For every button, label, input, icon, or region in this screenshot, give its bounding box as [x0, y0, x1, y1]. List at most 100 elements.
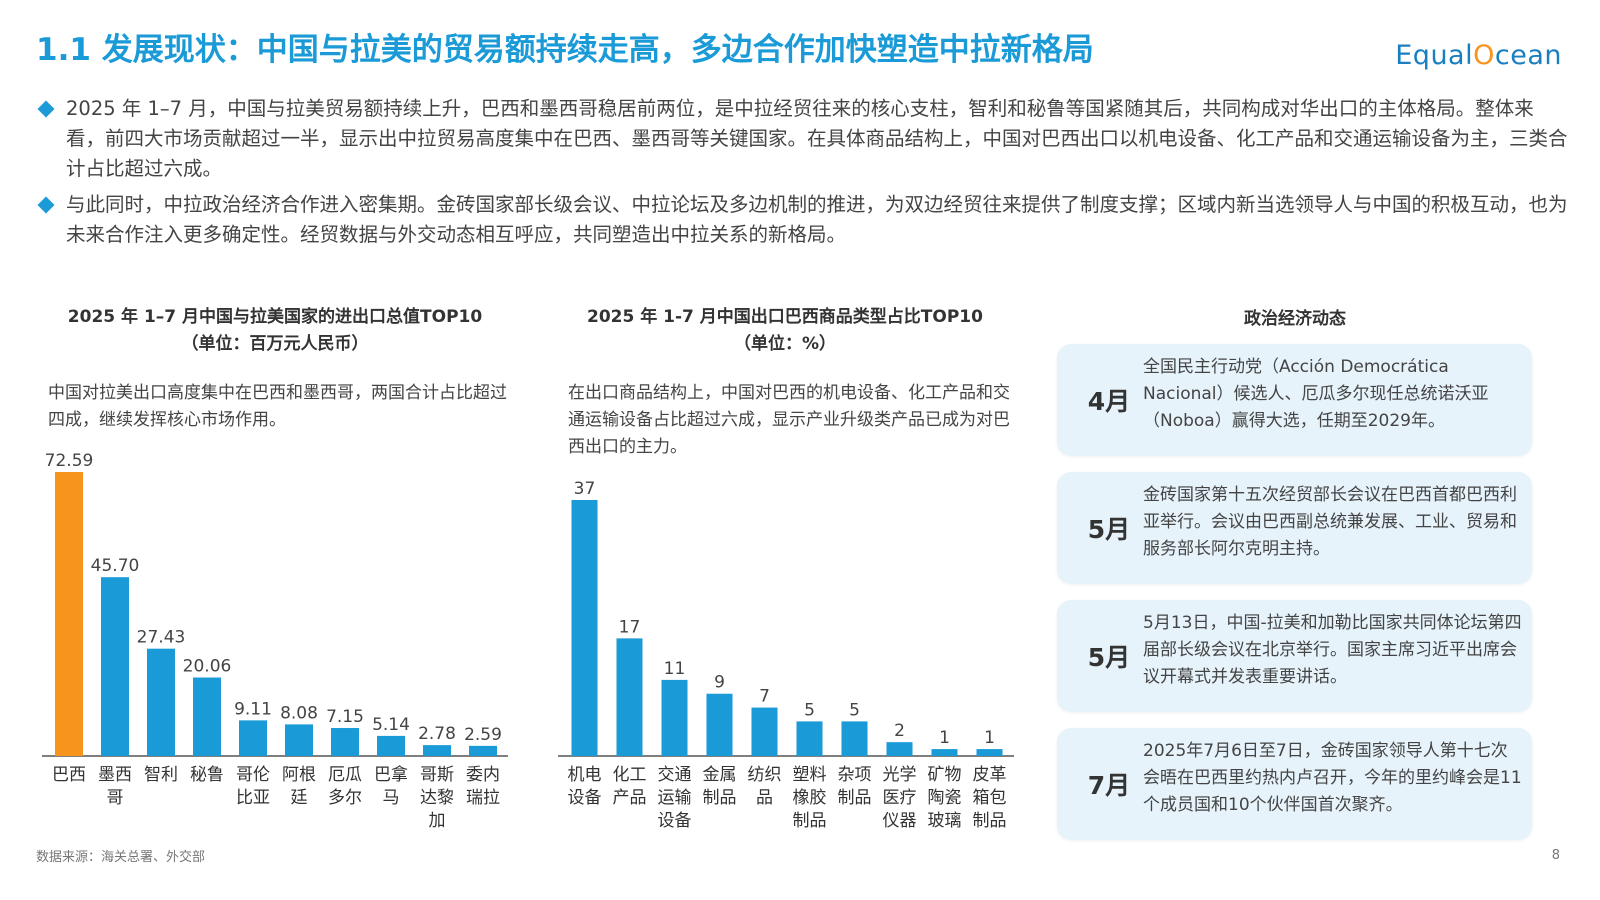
bar-value-label: 9: [714, 673, 725, 693]
event-card: 5月 金砖国家第十五次经贸部长会议在巴西首都巴西利亚举行。会议由巴西副总统兼发展…: [1057, 472, 1532, 584]
bar: [616, 638, 643, 756]
category-label: 纺织: [748, 765, 782, 785]
bar-value-label: 45.70: [91, 556, 140, 576]
category-label: 皮革: [973, 765, 1007, 785]
event-text: 全国民主行动党（Acción Democrática Nacional）候选人、…: [1143, 357, 1489, 431]
category-label: 阿根: [282, 765, 316, 785]
bar: [285, 724, 313, 756]
category-label: 仪器: [883, 811, 917, 831]
bar: [841, 721, 868, 756]
category-label: 秘鲁: [190, 765, 224, 785]
bar-value-label: 2.78: [418, 724, 456, 744]
event-text: 金砖国家第十五次经贸部长会议在巴西首都巴西利亚举行。会议由巴西副总统兼发展、工业…: [1143, 485, 1517, 559]
bar: [796, 721, 823, 756]
category-label: 哥斯: [420, 765, 454, 785]
bar-value-label: 2.59: [464, 725, 502, 745]
category-label: 委内: [466, 765, 500, 785]
category-label: 机电: [568, 765, 602, 785]
category-label: 智利: [144, 765, 178, 785]
event-month: 5月: [1087, 643, 1131, 672]
chart1-title-block: 2025 年 1–7 月中国与拉美国家的进出口总值TOP10 （单位：百万元人民…: [40, 304, 510, 358]
event-text: 2025年7月6日至7日，金砖国家领导人第十七次会晤在巴西里约热内卢召开，今年的…: [1143, 741, 1522, 815]
category-label: 矿物: [928, 765, 962, 785]
events-title: 政治经济动态: [1244, 309, 1346, 329]
bar-value-label: 9.11: [234, 699, 272, 719]
bar-value-label: 37: [574, 479, 596, 499]
category-label: 光学: [883, 765, 917, 785]
category-label: 交通: [658, 765, 692, 785]
category-label: 化工: [613, 765, 647, 785]
chart1-description: 中国对拉美出口高度集中在巴西和墨西哥，两国合计占比超过四成，继续发挥核心市场作用…: [48, 383, 507, 430]
chart2-title-block: 2025 年 1-7 月中国出口巴西商品类型占比TOP10 （单位：%）: [555, 304, 1015, 358]
bar: [193, 677, 221, 756]
category-label: 比亚: [236, 788, 270, 808]
bar-value-label: 7: [759, 687, 770, 707]
bullet-item: 与此同时，中拉政治经济合作进入密集期。金砖国家部长级会议、中拉论坛及多边机制的推…: [37, 190, 1570, 250]
category-label: 塑料: [793, 765, 827, 785]
page-number: 8: [1551, 848, 1560, 863]
category-label: 制品: [973, 811, 1007, 831]
logo-prefix: Equal: [1395, 40, 1474, 71]
category-label: 瑞拉: [466, 788, 500, 808]
bullet-text: 2025 年 1–7 月，中国与拉美贸易额持续上升，巴西和墨西哥稳居前两位，是中…: [66, 97, 1568, 180]
category-label: 墨西: [98, 765, 132, 785]
chart2-description: 在出口商品结构上，中国对巴西的机电设备、化工产品和交通运输设备占比超过六成，显示…: [568, 383, 1010, 457]
bar-value-label: 1: [939, 728, 950, 748]
summary-bullets: 2025 年 1–7 月，中国与拉美贸易额持续上升，巴西和墨西哥稳居前两位，是中…: [37, 94, 1570, 256]
bar: [706, 693, 733, 756]
event-card: 5月 5月13日，中国-拉美和加勒比国家共同体论坛第四届部长级会议在北京举行。国…: [1057, 600, 1532, 712]
category-label: 设备: [568, 788, 602, 808]
bar: [886, 742, 913, 756]
category-label: 箱包: [973, 788, 1007, 808]
chart1-subtitle: （单位：百万元人民币）: [181, 334, 369, 354]
category-label: 哥伦: [236, 765, 270, 785]
bar: [976, 749, 1003, 756]
chart2-title: 2025 年 1-7 月中国出口巴西商品类型占比TOP10: [587, 307, 983, 327]
category-label: 哥: [107, 788, 124, 808]
category-label: 制品: [838, 788, 872, 808]
bar-value-label: 20.06: [183, 657, 232, 677]
category-label: 加: [429, 811, 446, 831]
category-label: 达黎: [420, 788, 454, 808]
chart2-svg: 37机电设备17化工产品11交通运输设备9金属制品7纺织品5塑料橡胶制品5杂项制…: [558, 479, 1014, 831]
category-label: 廷: [291, 788, 308, 808]
bar: [147, 648, 175, 756]
bullet-text: 与此同时，中拉政治经济合作进入密集期。金砖国家部长级会议、中拉论坛及多边机制的推…: [66, 193, 1568, 246]
category-label: 产品: [613, 788, 647, 808]
category-label: 橡胶: [793, 788, 827, 808]
category-label: 杂项: [838, 765, 872, 785]
bullet-item: 2025 年 1–7 月，中国与拉美贸易额持续上升，巴西和墨西哥稳居前两位，是中…: [37, 94, 1570, 184]
event-card: 7月 2025年7月6日至7日，金砖国家领导人第十七次会晤在巴西里约热内卢召开，…: [1057, 728, 1532, 840]
bar-value-label: 17: [619, 617, 641, 637]
bar: [331, 728, 359, 756]
bar-value-label: 5: [849, 700, 860, 720]
category-label: 医疗: [883, 788, 917, 808]
category-label: 马: [383, 788, 400, 808]
category-label: 巴西: [52, 765, 86, 785]
chart2-subtitle: （单位：%）: [733, 334, 837, 354]
category-label: 厄瓜: [328, 765, 362, 785]
category-label: 制品: [703, 788, 737, 808]
event-text: 5月13日，中国-拉美和加勒比国家共同体论坛第四届部长级会议在北京举行。国家主席…: [1143, 613, 1522, 687]
bar-value-label: 11: [664, 659, 686, 679]
event-card: 4月 全国民主行动党（Acción Democrática Nacional）候…: [1057, 344, 1532, 456]
diamond-bullet-icon: [37, 196, 55, 214]
bar: [661, 679, 688, 756]
bar-value-label: 5: [804, 700, 815, 720]
brand-logo: EqualOcean: [1395, 40, 1562, 71]
bar: [423, 745, 451, 756]
category-label: 陶瓷: [928, 788, 962, 808]
event-month: 7月: [1087, 771, 1131, 800]
bar: [239, 720, 267, 756]
chart1-title: 2025 年 1–7 月中国与拉美国家的进出口总值TOP10: [67, 307, 483, 327]
bar-value-label: 2: [894, 721, 905, 741]
bar: [469, 745, 497, 756]
bar: [377, 735, 405, 756]
category-label: 巴拿: [374, 764, 408, 785]
page-title: 1.1 发展现状：中国与拉美的贸易额持续走高，多边合作加快塑造中拉新格局: [36, 32, 1094, 68]
category-label: 品: [756, 788, 773, 808]
bar: [101, 577, 129, 756]
category-label: 玻璃: [928, 811, 962, 831]
category-label: 设备: [658, 811, 692, 831]
